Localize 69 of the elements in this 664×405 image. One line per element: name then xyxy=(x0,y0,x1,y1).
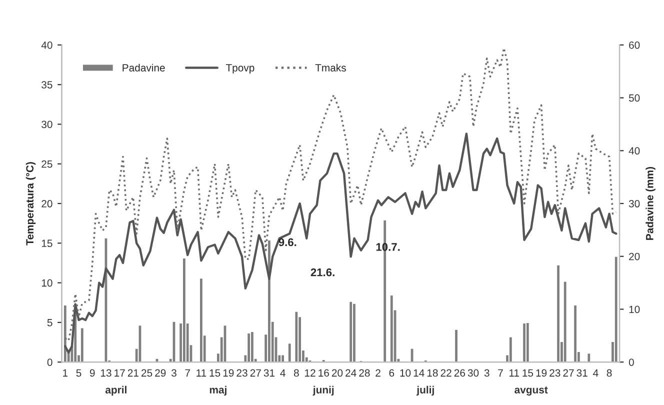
y-tick-label: 5 xyxy=(47,319,52,326)
x-tick-label: 23 xyxy=(236,369,248,377)
x-tick-label: 11 xyxy=(509,369,519,377)
x-tick-label: 24 xyxy=(346,369,356,377)
legend-label: Tpovp xyxy=(226,64,254,74)
x-tick-label: 4 xyxy=(593,369,598,377)
x-tick-label: 22 xyxy=(440,369,452,377)
y-tick-label: 35 xyxy=(42,81,52,88)
y2-tick-label: 60 xyxy=(629,41,640,49)
y-tick-label: 30 xyxy=(42,120,52,128)
y2-tick-label: 20 xyxy=(629,252,640,260)
x-tick-label: 6 xyxy=(389,369,394,377)
y2-tick-label: 40 xyxy=(628,147,640,155)
x-tick-label: 31 xyxy=(264,369,274,377)
x-tick-label: 8 xyxy=(606,369,612,377)
annotation: 9.6. xyxy=(278,238,296,246)
x-tick-label: 20 xyxy=(332,369,343,377)
x-tick-label: 21 xyxy=(128,369,138,377)
x-tick-label: 27 xyxy=(563,369,574,377)
y-tick-label: 10 xyxy=(42,279,52,287)
y-tick-label: 40 xyxy=(41,41,52,49)
x-tick-label: 14 xyxy=(414,369,424,377)
x-tick-label: 13 xyxy=(100,369,112,377)
x-tick-label: 19 xyxy=(536,369,547,377)
y-axis-title: Temperatura (°C) xyxy=(26,162,36,246)
y2-tick-label: 50 xyxy=(628,94,640,102)
x-tick-label: 2 xyxy=(376,369,380,377)
x-tick-label: 18 xyxy=(427,369,438,377)
x-tick-label: 5 xyxy=(76,369,82,377)
x-tick-label: 16 xyxy=(318,369,329,377)
text: julij xyxy=(416,386,434,396)
x-tick-label: 7 xyxy=(498,369,503,377)
annotation: 21.6. xyxy=(310,268,334,276)
y2-tick-label: 0 xyxy=(628,358,634,366)
text: avgust xyxy=(514,386,548,396)
legend-label: Tmaks xyxy=(315,64,346,72)
x-tick-label: 27 xyxy=(250,369,261,377)
x-tick-label: 15 xyxy=(210,369,220,377)
y2-tick-label: 30 xyxy=(628,200,640,208)
x-tick-label: 29 xyxy=(155,369,166,377)
x-tick-label: 17 xyxy=(114,369,125,377)
x-tick-label: 23 xyxy=(550,369,560,377)
x-tick-label: 11 xyxy=(196,369,206,377)
y2-axis-title: Padavine (mm) xyxy=(646,166,656,240)
x-tick-label: 3 xyxy=(171,369,176,377)
x-tick-label: 9 xyxy=(90,369,95,377)
x-tick-label: 25 xyxy=(142,369,152,377)
x-tick-label: 3 xyxy=(484,369,490,377)
y-tick-label: 20 xyxy=(42,200,52,208)
x-tick-label: 8 xyxy=(294,369,299,377)
x-tick-label: 15 xyxy=(522,369,534,377)
y-tick-label: 0 xyxy=(47,358,52,366)
x-tick-label: 19 xyxy=(223,369,234,377)
x-tick-label: 4 xyxy=(280,369,286,377)
x-tick-label: 1 xyxy=(63,369,68,377)
x-tick-label: 7 xyxy=(185,369,190,377)
y2-tick-label: 10 xyxy=(629,306,640,314)
text: april xyxy=(105,386,126,396)
x-tick-label: 28 xyxy=(359,369,370,377)
x-tick-label: 10 xyxy=(400,369,411,377)
text: junij xyxy=(312,386,334,396)
x-tick-label: 30 xyxy=(468,369,479,377)
x-tick-label: 12 xyxy=(305,369,316,377)
y-tick-label: 25 xyxy=(42,160,52,168)
x-tick-label: 26 xyxy=(454,369,465,377)
text: maj xyxy=(210,386,226,396)
legend-label: Padavine xyxy=(122,64,165,72)
x-tick-label: 31 xyxy=(576,369,588,377)
y-tick-label: 15 xyxy=(42,240,52,248)
